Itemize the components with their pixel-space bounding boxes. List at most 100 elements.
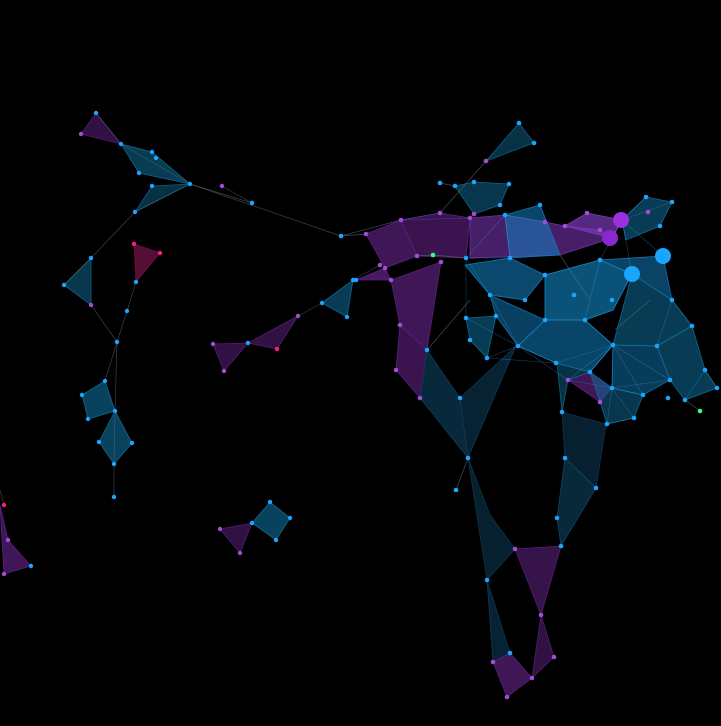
graph-face — [219, 522, 253, 554]
graph-node — [210, 341, 216, 347]
graph-node — [133, 279, 139, 285]
graph-node — [78, 131, 84, 137]
graph-node — [467, 215, 473, 221]
graph-node — [597, 257, 603, 263]
graph-node — [112, 408, 118, 414]
graph-edge — [116, 310, 128, 343]
graph-node — [490, 659, 496, 665]
graph-node — [5, 537, 11, 543]
graph-node — [471, 179, 477, 185]
graph-face — [544, 259, 633, 321]
graph-node — [471, 211, 477, 217]
graph-node — [654, 343, 660, 349]
graph-node — [542, 272, 548, 278]
graph-edges — [0, 112, 718, 506]
graph-edge — [400, 217, 471, 221]
hub-node — [624, 266, 640, 282]
graph-face — [531, 614, 555, 680]
graph-edge — [656, 299, 673, 347]
graph-node — [111, 461, 117, 467]
graph-node — [714, 385, 720, 391]
graph-node — [88, 302, 94, 308]
graph-face — [80, 112, 123, 145]
graph-node — [221, 368, 227, 374]
graph-node — [249, 200, 255, 206]
graph-node — [118, 141, 124, 147]
graph-edge — [189, 183, 342, 237]
graph-node — [538, 612, 544, 618]
graph-edge — [606, 417, 635, 425]
graph-node — [344, 314, 350, 320]
graph-face — [611, 344, 671, 396]
graph-node — [631, 415, 637, 421]
graph-edge — [90, 211, 136, 259]
graph-edge — [589, 344, 614, 373]
graph-node — [463, 315, 469, 321]
graph-node — [393, 367, 399, 373]
graph-edge — [134, 183, 191, 213]
graph-edge — [684, 399, 701, 412]
graph-edge — [671, 299, 693, 327]
graph-node — [553, 360, 559, 366]
graph-edge — [221, 185, 253, 204]
graph-node — [219, 183, 225, 189]
graph-node — [1, 502, 7, 508]
graph-node — [273, 537, 279, 543]
graph-edge — [621, 219, 633, 275]
graph-node — [702, 367, 708, 373]
graph-node — [669, 297, 675, 303]
graph-node — [382, 265, 388, 271]
graph-node — [558, 543, 564, 549]
graph-edge — [611, 387, 635, 419]
graph-edge — [614, 299, 651, 331]
graph-edge — [611, 387, 644, 396]
graph-node — [484, 355, 490, 361]
graph-node — [388, 277, 394, 283]
graph-node — [665, 395, 671, 401]
graph-edge — [567, 344, 614, 381]
graph-face — [212, 342, 249, 372]
graph-node — [267, 499, 273, 505]
graph-node — [274, 346, 280, 352]
graph-node — [502, 212, 508, 218]
graph-node — [657, 223, 663, 229]
graph-node — [609, 297, 615, 303]
graph-nodes — [1, 110, 720, 700]
graph-node — [157, 250, 163, 256]
graph-face — [81, 380, 116, 420]
graph-face — [459, 345, 517, 460]
graph-node — [132, 209, 138, 215]
graph-edge — [704, 369, 718, 389]
graph-edge — [63, 257, 92, 286]
graph-face — [98, 410, 133, 465]
graph-edge — [606, 387, 613, 425]
graph-node — [571, 292, 577, 298]
graph-node — [467, 337, 473, 343]
hub-node — [655, 248, 671, 264]
graph-node — [465, 455, 471, 461]
graph-node — [597, 227, 603, 233]
graph-face — [454, 181, 510, 215]
graph-node — [85, 416, 91, 422]
graph-node — [124, 308, 130, 314]
graph-node — [245, 340, 251, 346]
graph-face — [492, 652, 533, 698]
graph-edge — [297, 302, 323, 317]
graph-node — [96, 439, 102, 445]
graph-face — [465, 315, 497, 359]
graph-edge — [340, 233, 367, 237]
graph-node — [610, 342, 616, 348]
graph-edge — [113, 410, 116, 465]
graph-node — [187, 181, 193, 187]
graph-edge — [517, 345, 557, 364]
graph-node — [149, 149, 155, 155]
graph-node — [643, 194, 649, 200]
graph-edge — [465, 257, 491, 296]
graph-node — [515, 343, 521, 349]
graph-edge — [612, 344, 644, 396]
graph-node — [414, 253, 420, 259]
graph-node — [506, 181, 512, 187]
graph-node — [437, 210, 443, 216]
graph-node — [287, 515, 293, 521]
